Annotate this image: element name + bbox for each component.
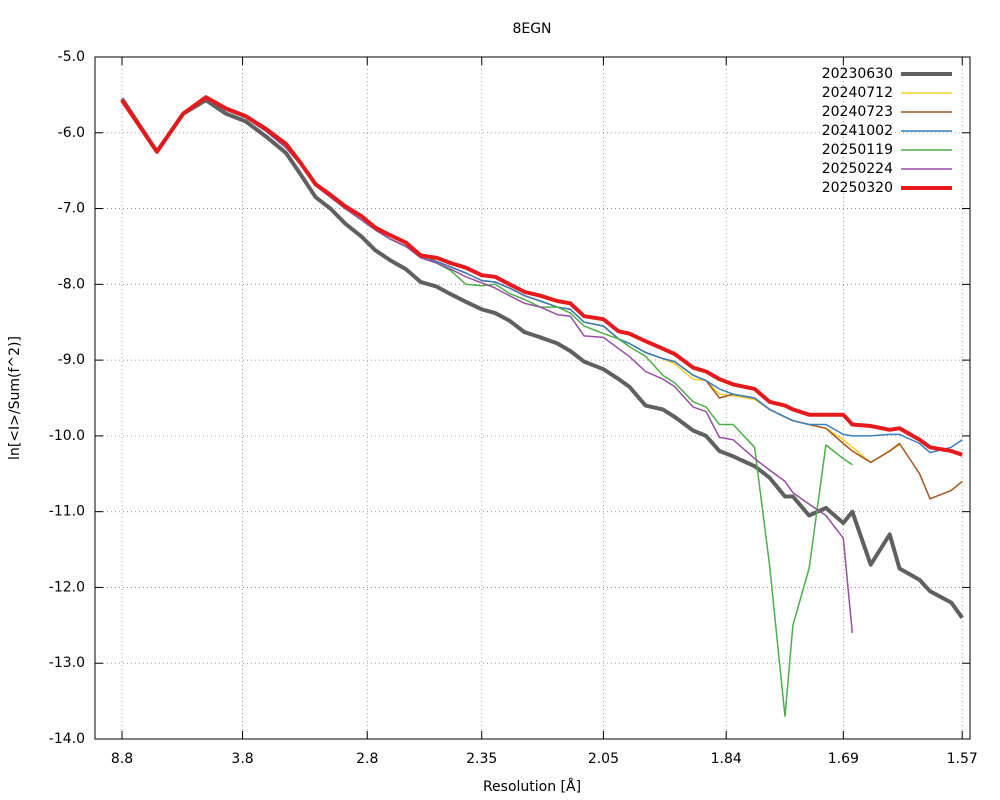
y-tick-label: -9.0	[58, 352, 85, 368]
legend-label: 20240712	[822, 85, 893, 101]
series-line	[120, 95, 963, 457]
legend-label: 20250320	[822, 180, 893, 196]
y-tick-label: -5.0	[58, 49, 85, 65]
x-tick-label: 1.69	[828, 751, 859, 767]
x-axis-title: Resolution [Å]	[483, 778, 581, 795]
series-line	[121, 97, 963, 500]
y-tick-label: -11.0	[49, 504, 85, 520]
series-line	[120, 97, 964, 619]
x-tick-label: 2.35	[466, 751, 497, 767]
y-tick-label: -8.0	[58, 276, 85, 292]
x-tick-label: 2.8	[356, 751, 378, 767]
y-axis-title: ln[<I>/Sum(f^2)]	[7, 336, 23, 460]
x-tick-label: 1.57	[947, 751, 978, 767]
y-tick-label: -10.0	[49, 428, 85, 444]
y-tick-label: -14.0	[49, 731, 85, 747]
legend-label: 20250224	[822, 161, 893, 177]
legend-label: 20241002	[822, 123, 893, 139]
plot-frame	[94, 56, 971, 740]
series-line	[121, 97, 853, 718]
x-tick-label: 2.05	[588, 751, 619, 767]
legend-label: 20250119	[822, 142, 893, 158]
y-tick-label: -6.0	[58, 125, 85, 141]
x-tick-label: 1.84	[711, 751, 742, 767]
legend-label: 20240723	[822, 104, 893, 120]
series-line	[121, 97, 900, 464]
y-tick-label: -7.0	[58, 201, 85, 217]
y-tick-label: -12.0	[49, 579, 85, 595]
chart-title: 8EGN	[512, 21, 551, 37]
x-tick-label: 8.8	[111, 751, 133, 767]
series-line	[121, 97, 854, 633]
legend-label: 20230630	[822, 66, 893, 82]
x-tick-label: 3.8	[231, 751, 253, 767]
y-tick-label: -13.0	[49, 655, 85, 671]
